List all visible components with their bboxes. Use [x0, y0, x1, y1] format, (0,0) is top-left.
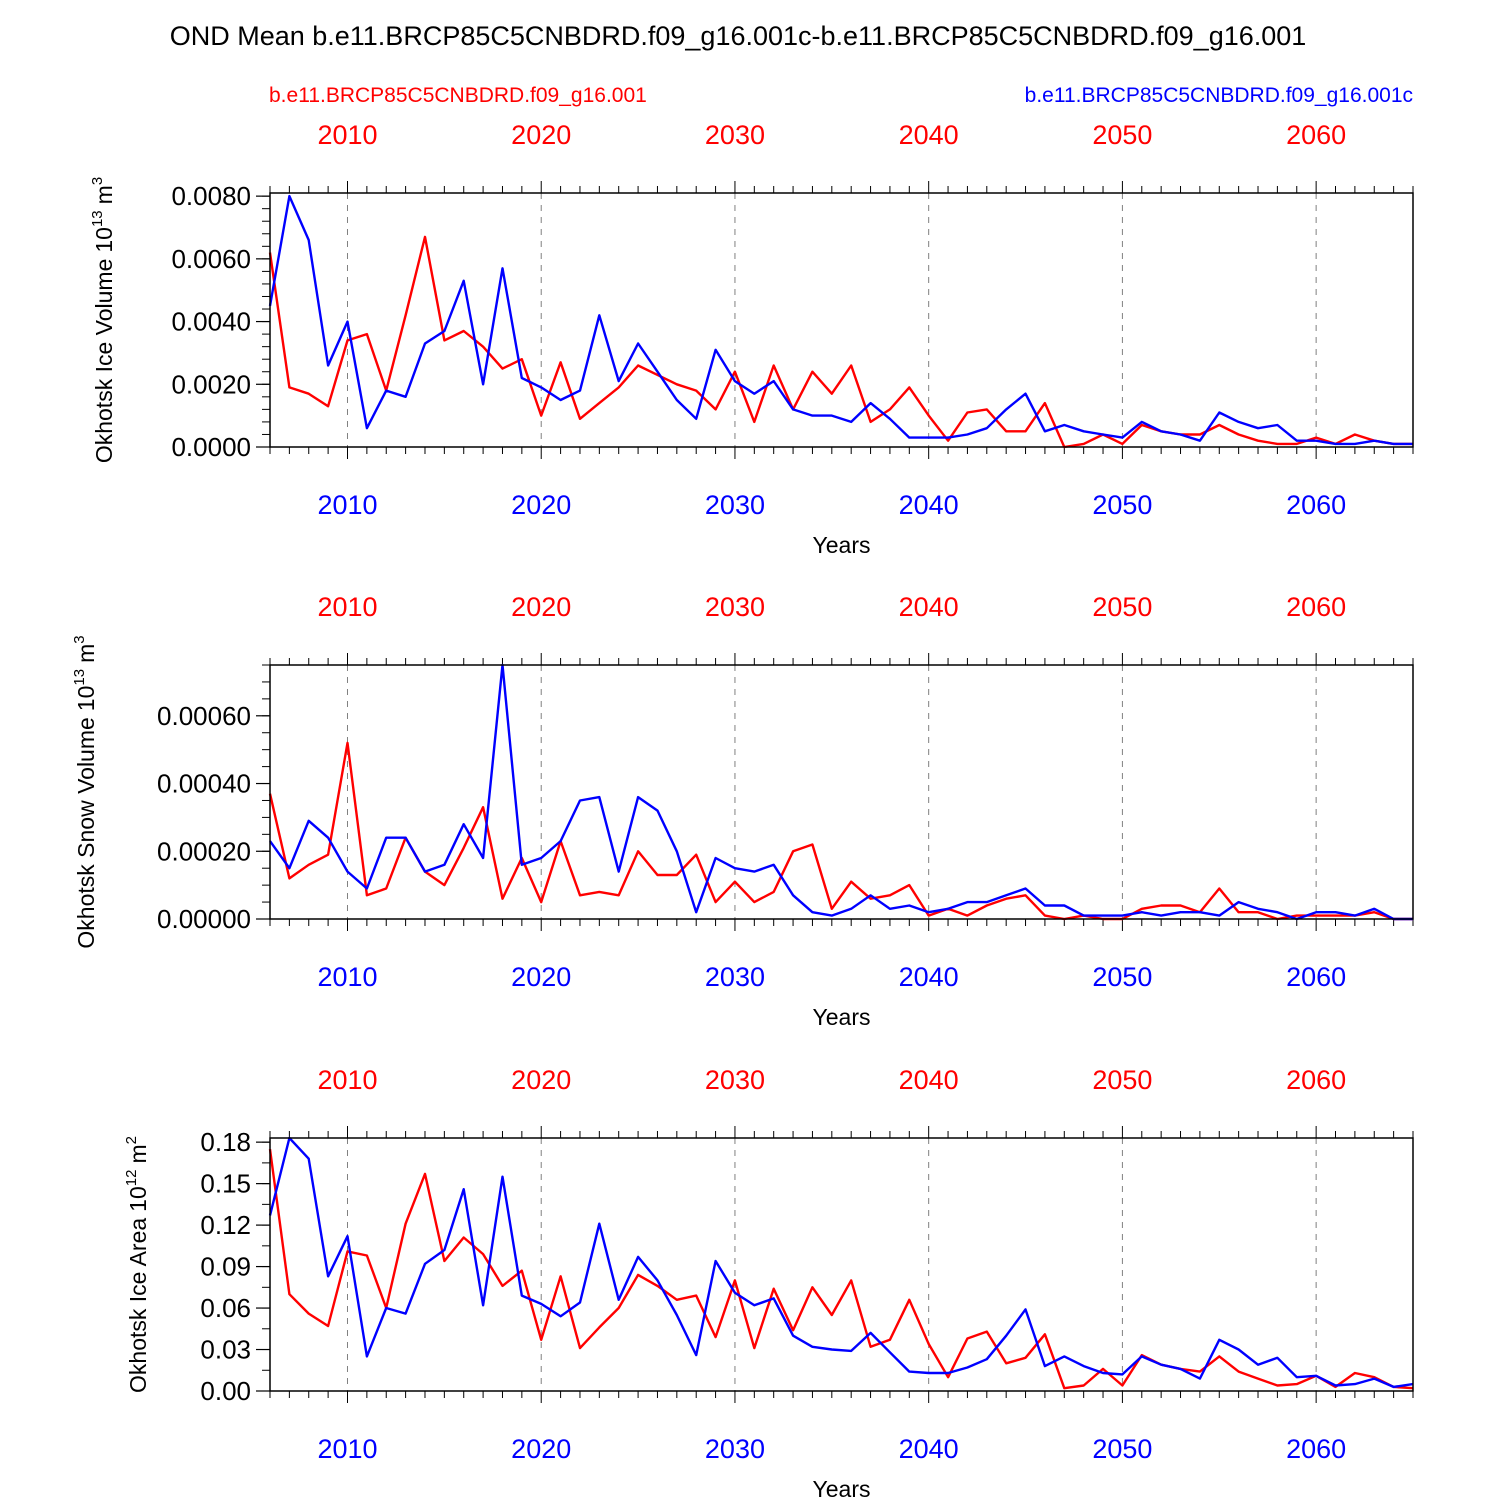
x-tick-label-top: 2030 [705, 1065, 765, 1095]
y-axis-unit: m [73, 644, 99, 663]
panel-ice-volume: 2010 2010 2020 2020 2030 2030 2040 2040 2050 2050… [89, 120, 1414, 558]
y-tick-label: 0.00020 [157, 836, 251, 866]
x-tick-label-bottom: 2050 [1092, 1434, 1152, 1464]
x-tick-label-bottom: 2050 [1092, 962, 1152, 992]
x-tick-label-top: 2050 [1092, 120, 1152, 150]
y-axis-label: Okhotsk Ice Volume 1013 m3 [89, 177, 117, 463]
x-tick-label-top: 2010 [317, 592, 377, 622]
x-tick-label-bottom: 2020 [511, 490, 571, 520]
y-axis-label-name: Okhotsk Ice Volume [91, 259, 117, 464]
series-line-red [268, 235, 1413, 449]
legend-label-left: b.e11.BRCP85C5CNBDRD.f09_g16.001 [269, 84, 647, 107]
x-tick-label-bottom: 2030 [705, 1434, 765, 1464]
y-axis-unit-exp: 13 [71, 669, 88, 686]
x-tick-label-bottom: 2020 [511, 1434, 571, 1464]
x-tick-label-bottom: 2050 [1092, 490, 1152, 520]
x-tick-label-bottom: 2020 [511, 962, 571, 992]
x-tick-label-top: 2060 [1286, 1065, 1346, 1095]
x-tick-label-bottom: 2040 [899, 962, 959, 992]
x-tick-label-top: 2010 [317, 120, 377, 150]
y-tick-label: 0.18 [200, 1127, 251, 1157]
panel-snow-volume: 2010 2010 2020 2020 2030 2030 2040 2040 2050 2050… [71, 592, 1414, 1030]
series-line-blue [268, 1136, 1414, 1389]
y-axis-label-name: Okhotsk Ice Area [125, 1218, 151, 1393]
y-axis-unit-power: 3 [89, 177, 106, 185]
y-tick-label: 0.09 [200, 1252, 251, 1282]
x-tick-label-top: 2030 [705, 592, 765, 622]
y-tick-label: 0.03 [200, 1335, 251, 1365]
series-line-red [268, 741, 1413, 921]
x-tick-label-bottom: 2030 [705, 490, 765, 520]
x-ticks: 2010 2010 2020 2020 2030 2030 2040 2040 2050 2050… [269, 592, 1414, 992]
y-tick-label: 0.0000 [171, 432, 251, 462]
y-ticks: 0.0000 0.0020 0.0040 0.0060 0.0080 [171, 181, 270, 462]
series-line-blue [268, 194, 1413, 446]
plot-frame [269, 192, 1414, 448]
y-tick-label: 0.00040 [157, 769, 251, 799]
x-tick-label-top: 2060 [1286, 592, 1346, 622]
y-tick-label: 0.00000 [157, 904, 251, 934]
y-axis-unit-base: 10 [91, 227, 117, 253]
series-lines [268, 663, 1413, 921]
x-tick-label-top: 2010 [317, 1065, 377, 1095]
y-tick-label: 0.0060 [171, 244, 251, 274]
plot-frame [269, 664, 1414, 920]
series-line-blue [269, 663, 1413, 921]
y-axis-unit: m [125, 1144, 151, 1163]
x-tick-label-top: 2040 [899, 592, 959, 622]
y-axis-unit-exp: 12 [123, 1170, 140, 1187]
x-tick-label-bottom: 2010 [317, 490, 377, 520]
series-lines [268, 194, 1413, 449]
y-tick-label: 0.0080 [171, 181, 251, 211]
y-axis-unit-base: 10 [73, 686, 99, 712]
x-axis-label: Years [813, 532, 871, 558]
y-tick-label: 0.06 [200, 1293, 251, 1323]
y-axis-unit-base: 10 [125, 1186, 151, 1212]
y-tick-label: 0.00060 [157, 701, 251, 731]
legend-label-right: b.e11.BRCP85C5CNBDRD.f09_g16.001c [1025, 84, 1413, 107]
y-axis-label: Okhotsk Snow Volume 1013 m3 [71, 635, 99, 948]
x-ticks: 2010 2010 2020 2020 2030 2030 2040 2040 2050 2050… [269, 1065, 1414, 1464]
y-ticks: 0.00 0.03 0.06 0.09 0.12 0.15 0.18 [200, 1127, 270, 1406]
x-tick-label-top: 2050 [1092, 1065, 1152, 1095]
x-tick-label-bottom: 2040 [899, 1434, 959, 1464]
x-ticks: 2010 2010 2020 2020 2030 2030 2040 2040 2050 2050… [269, 120, 1414, 520]
y-axis-label-name: Okhotsk Snow Volume [73, 717, 99, 948]
x-axis-label: Years [813, 1476, 871, 1500]
y-axis-unit-power: 3 [71, 635, 88, 643]
x-tick-label-top: 2040 [899, 120, 959, 150]
y-ticks: 0.00000 0.00020 0.00040 0.00060 [157, 701, 270, 934]
y-tick-label: 0.00 [200, 1376, 251, 1406]
panel-ice-area: 2010 2010 2020 2020 2030 2030 2040 2040 2050 2050… [123, 1065, 1414, 1500]
plot-frame [269, 1137, 1414, 1392]
y-tick-label: 0.0020 [171, 369, 251, 399]
x-tick-label-bottom: 2060 [1286, 1434, 1346, 1464]
x-tick-label-bottom: 2060 [1286, 490, 1346, 520]
series-lines [268, 1136, 1414, 1390]
x-tick-label-top: 2040 [899, 1065, 959, 1095]
y-axis-label: Okhotsk Ice Area 1012 m2 [123, 1136, 151, 1393]
y-tick-label: 0.15 [200, 1169, 251, 1199]
y-tick-label: 0.0040 [171, 307, 251, 337]
x-tick-label-top: 2050 [1092, 592, 1152, 622]
y-axis-unit-exp: 13 [89, 210, 106, 227]
y-axis-unit-power: 2 [123, 1136, 140, 1144]
y-tick-label: 0.12 [200, 1210, 251, 1240]
x-axis-label: Years [813, 1004, 871, 1030]
x-tick-label-bottom: 2040 [899, 490, 959, 520]
series-line-red [268, 1148, 1414, 1390]
x-tick-label-bottom: 2010 [317, 1434, 377, 1464]
x-tick-label-top: 2020 [511, 120, 571, 150]
x-tick-label-bottom: 2010 [317, 962, 377, 992]
x-tick-label-bottom: 2030 [705, 962, 765, 992]
x-tick-label-top: 2020 [511, 1065, 571, 1095]
y-axis-unit: m [91, 185, 117, 204]
x-tick-label-top: 2060 [1286, 120, 1346, 150]
figure-title: OND Mean b.e11.BRCP85C5CNBDRD.f09_g16.00… [170, 21, 1307, 51]
x-tick-label-top: 2030 [705, 120, 765, 150]
x-tick-label-bottom: 2060 [1286, 962, 1346, 992]
x-tick-label-top: 2020 [511, 592, 571, 622]
